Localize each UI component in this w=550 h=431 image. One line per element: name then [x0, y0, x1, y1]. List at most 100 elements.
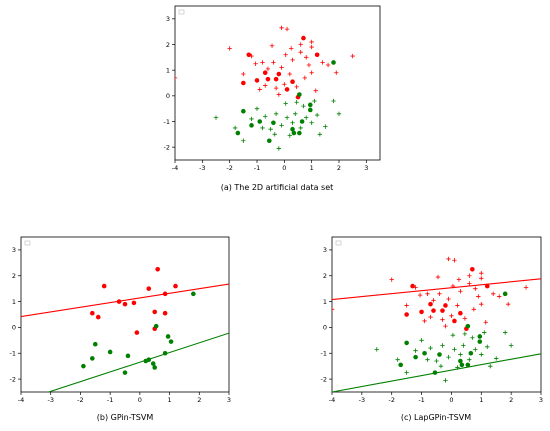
labeled-positive-point	[273, 76, 279, 82]
y-tick-label: 3	[166, 15, 170, 23]
labeled-negative-point	[90, 356, 95, 361]
y-tick-label: 1	[12, 298, 16, 306]
unlabeled-positive-point	[440, 317, 445, 322]
unlabeled-positive-point	[446, 296, 451, 302]
unlabeled-positive-point	[491, 291, 496, 297]
unlabeled-positive-point	[483, 320, 488, 325]
y-tick-label: -1	[164, 118, 170, 126]
x-tick-label: -2	[388, 396, 394, 404]
labeled-positive-point	[431, 308, 436, 313]
x-tick-label: -3	[199, 164, 205, 172]
labeled-negative-point	[165, 334, 171, 339]
y-tick-label: 3	[12, 246, 16, 254]
unlabeled-negative-point	[462, 331, 468, 337]
unlabeled-positive-point	[265, 66, 271, 72]
unlabeled-positive-point	[467, 273, 472, 278]
unlabeled-positive-point	[241, 71, 246, 77]
plot-area	[21, 266, 229, 392]
unlabeled-negative-point	[283, 101, 288, 106]
unlabeled-negative-point	[317, 132, 323, 137]
y-tick-label: 0	[323, 324, 327, 332]
x-tick-label: 1	[479, 396, 483, 404]
labeled-negative-point	[398, 362, 403, 368]
labeled-positive-point	[122, 301, 128, 307]
labeled-negative-point	[432, 370, 438, 375]
plot-frame	[20, 236, 230, 393]
labeled-negative-point	[107, 349, 113, 355]
unlabeled-positive-point	[479, 270, 484, 276]
unlabeled-negative-point	[440, 343, 445, 348]
unlabeled-negative-point	[488, 363, 493, 369]
unlabeled-negative-point	[260, 125, 265, 131]
labeled-negative-point	[257, 119, 263, 124]
labeled-positive-point	[162, 291, 168, 297]
labeled-negative-point	[271, 120, 276, 126]
unlabeled-positive-point	[443, 323, 448, 329]
labeled-positive-point	[155, 266, 160, 272]
unlabeled-positive-point	[435, 274, 441, 280]
labeled-negative-point	[297, 92, 302, 97]
unlabeled-negative-point	[312, 98, 317, 104]
unlabeled-positive-point	[279, 25, 284, 31]
unlabeled-positive-point	[479, 301, 484, 307]
labeled-positive-point	[134, 330, 140, 335]
labeled-positive-point	[162, 310, 168, 316]
unlabeled-negative-point	[425, 357, 430, 362]
unlabeled-negative-point	[232, 125, 238, 131]
unlabeled-positive-point	[260, 60, 265, 65]
unlabeled-positive-point	[479, 276, 484, 281]
labeled-negative-point	[477, 339, 483, 344]
unlabeled-positive-point	[471, 307, 477, 312]
labeled-positive-point	[152, 309, 158, 315]
labeled-positive-point	[95, 314, 101, 320]
unlabeled-negative-point	[276, 146, 282, 151]
unlabeled-negative-point	[434, 358, 439, 364]
unlabeled-positive-point	[309, 39, 314, 45]
labeled-negative-point	[267, 138, 272, 144]
unlabeled-negative-point	[467, 357, 472, 362]
labeled-negative-point	[152, 365, 158, 370]
unlabeled-positive-point	[287, 71, 292, 77]
unlabeled-negative-point	[287, 133, 292, 138]
unlabeled-positive-point	[283, 52, 288, 57]
unlabeled-negative-point	[323, 124, 328, 129]
x-tick-label: -4	[172, 164, 178, 172]
unlabeled-positive-point	[284, 26, 290, 32]
y-tick-label: -1	[10, 350, 16, 358]
labeled-negative-point	[235, 130, 241, 136]
unlabeled-positive-point	[313, 88, 318, 93]
labeled-positive-point	[419, 309, 424, 315]
x-tick-label: 0	[282, 164, 286, 172]
unlabeled-positive-point	[309, 44, 314, 50]
x-tick-label: 1	[310, 164, 314, 172]
x-tick-label: -4	[329, 396, 335, 404]
unlabeled-positive-point	[263, 83, 268, 88]
hyperplane-line-1	[332, 278, 541, 301]
unlabeled-positive-point	[309, 70, 314, 75]
labeled-negative-point	[168, 339, 174, 344]
labeled-negative-point	[299, 119, 305, 124]
unlabeled-positive-point	[497, 294, 502, 299]
labeled-positive-point	[428, 301, 433, 307]
unlabeled-negative-point	[293, 111, 298, 116]
unlabeled-negative-point	[458, 352, 463, 357]
unlabeled-positive-point	[456, 277, 462, 282]
unlabeled-positive-point	[450, 283, 456, 289]
labeled-positive-point	[443, 303, 448, 308]
unlabeled-positive-point	[428, 314, 433, 320]
labeled-negative-point	[146, 357, 152, 363]
unlabeled-negative-point	[273, 111, 279, 116]
labeled-positive-point	[265, 76, 271, 82]
unlabeled-positive-point	[476, 294, 481, 299]
x-tick-label: -2	[77, 396, 83, 404]
unlabeled-positive-point	[306, 62, 312, 68]
labeled-negative-point	[191, 291, 196, 297]
unlabeled-positive-point	[175, 75, 178, 81]
y-tick-label: 2	[323, 272, 327, 280]
plot-1: -4 -3 -2 -1 0 1 2 3 -2 -1 0 1 2 3 (a) The 2D artificia…	[164, 5, 381, 192]
unlabeled-positive-point	[320, 60, 325, 65]
x-tick-label: -1	[107, 396, 113, 404]
labeled-positive-point	[452, 318, 457, 324]
labeled-positive-point	[254, 78, 260, 83]
unlabeled-positive-point	[282, 82, 287, 87]
